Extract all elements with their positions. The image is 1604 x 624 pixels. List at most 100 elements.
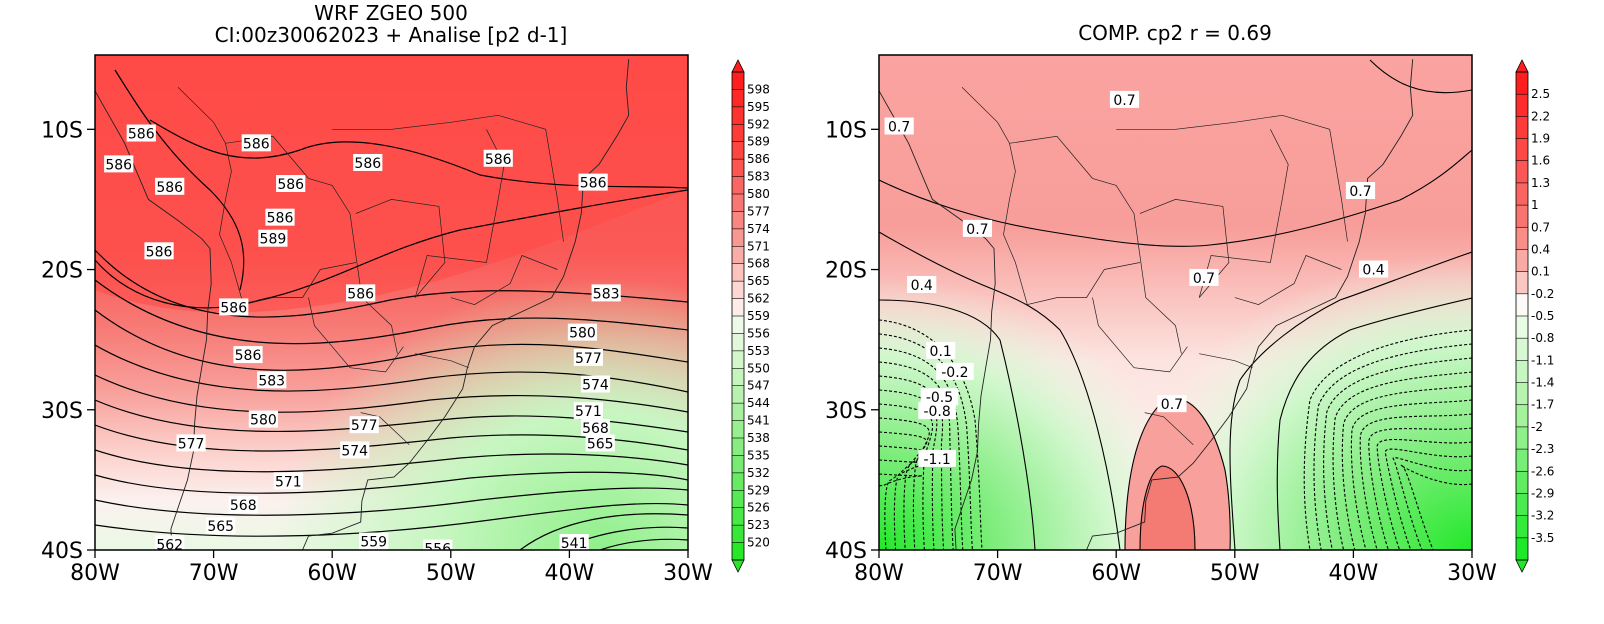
- colorbar-label: 583: [747, 170, 770, 184]
- contour-label-text: 0.1: [930, 344, 952, 360]
- right-contour-lines: [879, 59, 1472, 550]
- contour-label-text: 586: [277, 177, 304, 193]
- contour-label-text: 0.7: [1349, 184, 1371, 200]
- contour-label-bg: [258, 229, 288, 247]
- contour-label-bg: [918, 402, 956, 420]
- contour-label-bg: [573, 348, 603, 366]
- contour-label-text: 562: [156, 537, 183, 553]
- colorbar-label: 1.6: [1531, 154, 1550, 168]
- contour-line-negative: [879, 319, 983, 550]
- country-border: [1199, 353, 1253, 369]
- contour-label-bg: [580, 419, 611, 437]
- contour-line-negative: [1341, 385, 1472, 550]
- colorbar-swatch: [732, 455, 744, 474]
- colorbar-swatch: [1516, 271, 1528, 295]
- contour-label: 586: [346, 284, 376, 302]
- contour-label-text: 0.4: [1362, 263, 1384, 279]
- contour-label-bg: [926, 341, 956, 359]
- colorbar-label: -2.9: [1531, 486, 1554, 500]
- y-tick-label: 30S: [825, 399, 867, 424]
- contour-label-text: 541: [561, 536, 588, 552]
- colorbar-swatch: [732, 141, 744, 160]
- contour-label-text: 586: [354, 156, 381, 172]
- contour-line: [95, 487, 688, 516]
- left-map-frame: [94, 54, 689, 551]
- colorbar-label: 541: [747, 414, 770, 428]
- colorbar-label: 580: [747, 187, 770, 201]
- country-border: [308, 297, 404, 373]
- contour-label: 556: [423, 539, 453, 550]
- contour-label-bg: [228, 496, 258, 514]
- contour-line-negative: [1332, 371, 1472, 550]
- contour-line: [1369, 59, 1472, 94]
- colorbar-swatch: [1516, 116, 1528, 140]
- right-map-frame: [878, 54, 1473, 551]
- right-map-field: 0.7 0.7 0.7 0.7 0.7 0.4 0.4 0.1 -0.2 -0.5-0.8 0.7 -…: [879, 55, 1472, 550]
- contour-label-bg: [248, 410, 279, 428]
- coastline-west: [95, 89, 212, 550]
- colorbar-label: 565: [747, 274, 770, 288]
- contour-label: 586: [126, 124, 156, 143]
- contour-label-bg: [1358, 260, 1389, 278]
- colorbar-swatch: [1516, 338, 1528, 361]
- colorbar-swatch: [732, 89, 744, 108]
- contour-label-bg: [920, 388, 959, 406]
- x-tick-label: 30W: [663, 561, 713, 586]
- colorbar-label: 1.9: [1531, 132, 1550, 146]
- colorbar-label: -1.1: [1531, 353, 1554, 367]
- colorbar-swatch: [732, 490, 744, 509]
- contour-line: [1229, 251, 1472, 550]
- right-axis-ticks: 80W 70W 60W 50W 40W 30W 10S 20S 30S 40S: [825, 118, 1497, 586]
- colorbar-label: 2.2: [1531, 109, 1550, 123]
- contour-line-negative: [879, 445, 926, 550]
- contour-label-bg: [580, 375, 611, 393]
- contour-label: 580: [248, 410, 279, 429]
- contour-label-bg: [340, 441, 370, 459]
- colorbar-label: 556: [747, 326, 770, 340]
- country-border: [415, 353, 469, 369]
- colorbar-swatch: [732, 333, 744, 352]
- contour-label-text: 586: [220, 300, 247, 316]
- left-map-field: 586 586 586 586 586 586 586 586 586 589 586 586 586 5…: [95, 55, 688, 553]
- contour-label: 0.7: [1345, 182, 1376, 200]
- contour-label-text: 0.7: [1113, 93, 1135, 109]
- left-colorbar: 598 595 592 589 586 583 580 577 574 571 568 565 562 5…: [731, 59, 770, 573]
- contour-label: 586: [233, 346, 263, 364]
- contour-label-text: 0.7: [966, 222, 988, 238]
- colorbar-label: 586: [747, 152, 770, 166]
- contour-label-text: 574: [582, 378, 609, 394]
- contour-label-text: 571: [275, 474, 302, 490]
- contour-label-text: 586: [105, 157, 132, 173]
- right-contour-labels: 0.7 0.7 0.7 0.7 0.7 0.4 0.4 0.1 -0.2 -0.5-0.8 0.7 -…: [884, 90, 1389, 468]
- contour-label-bg: [359, 532, 389, 550]
- colorbar-label: -0.2: [1531, 287, 1554, 301]
- contour-line: [1124, 397, 1231, 550]
- contour-line: [95, 189, 688, 309]
- contour-label: 559: [359, 532, 389, 550]
- x-tick-label: 40W: [545, 561, 595, 586]
- contour-line-negative: [879, 431, 928, 550]
- contour-label-text: 589: [260, 232, 287, 248]
- colorbar-label: 562: [747, 292, 770, 306]
- contour-label: 571: [573, 402, 603, 420]
- contour-label-bg: [591, 284, 621, 302]
- contour-label: 0.4: [1358, 260, 1389, 279]
- contour-label-text: 568: [230, 498, 257, 514]
- contour-label-bg: [265, 208, 295, 226]
- contour-label-text: 574: [341, 443, 368, 459]
- colorbar-swatch: [1516, 471, 1528, 494]
- contour-label-bg: [104, 155, 134, 173]
- contour-line-negative: [1313, 343, 1472, 550]
- country-border: [961, 87, 1182, 354]
- x-tick-label: 50W: [1210, 561, 1260, 586]
- contour-label: 586: [353, 153, 383, 172]
- contour-label-bg: [559, 533, 589, 550]
- contour-line: [95, 449, 688, 473]
- contour-line: [879, 299, 1036, 550]
- contour-label: 586: [578, 173, 608, 192]
- contour-label-text: 0.7: [1161, 397, 1183, 413]
- colorbar-swatch: [732, 159, 744, 178]
- right-title: COMP. cp2 r = 0.69: [1078, 21, 1272, 45]
- right-center-core: [1140, 466, 1195, 550]
- colorbar-swatch: [732, 72, 744, 90]
